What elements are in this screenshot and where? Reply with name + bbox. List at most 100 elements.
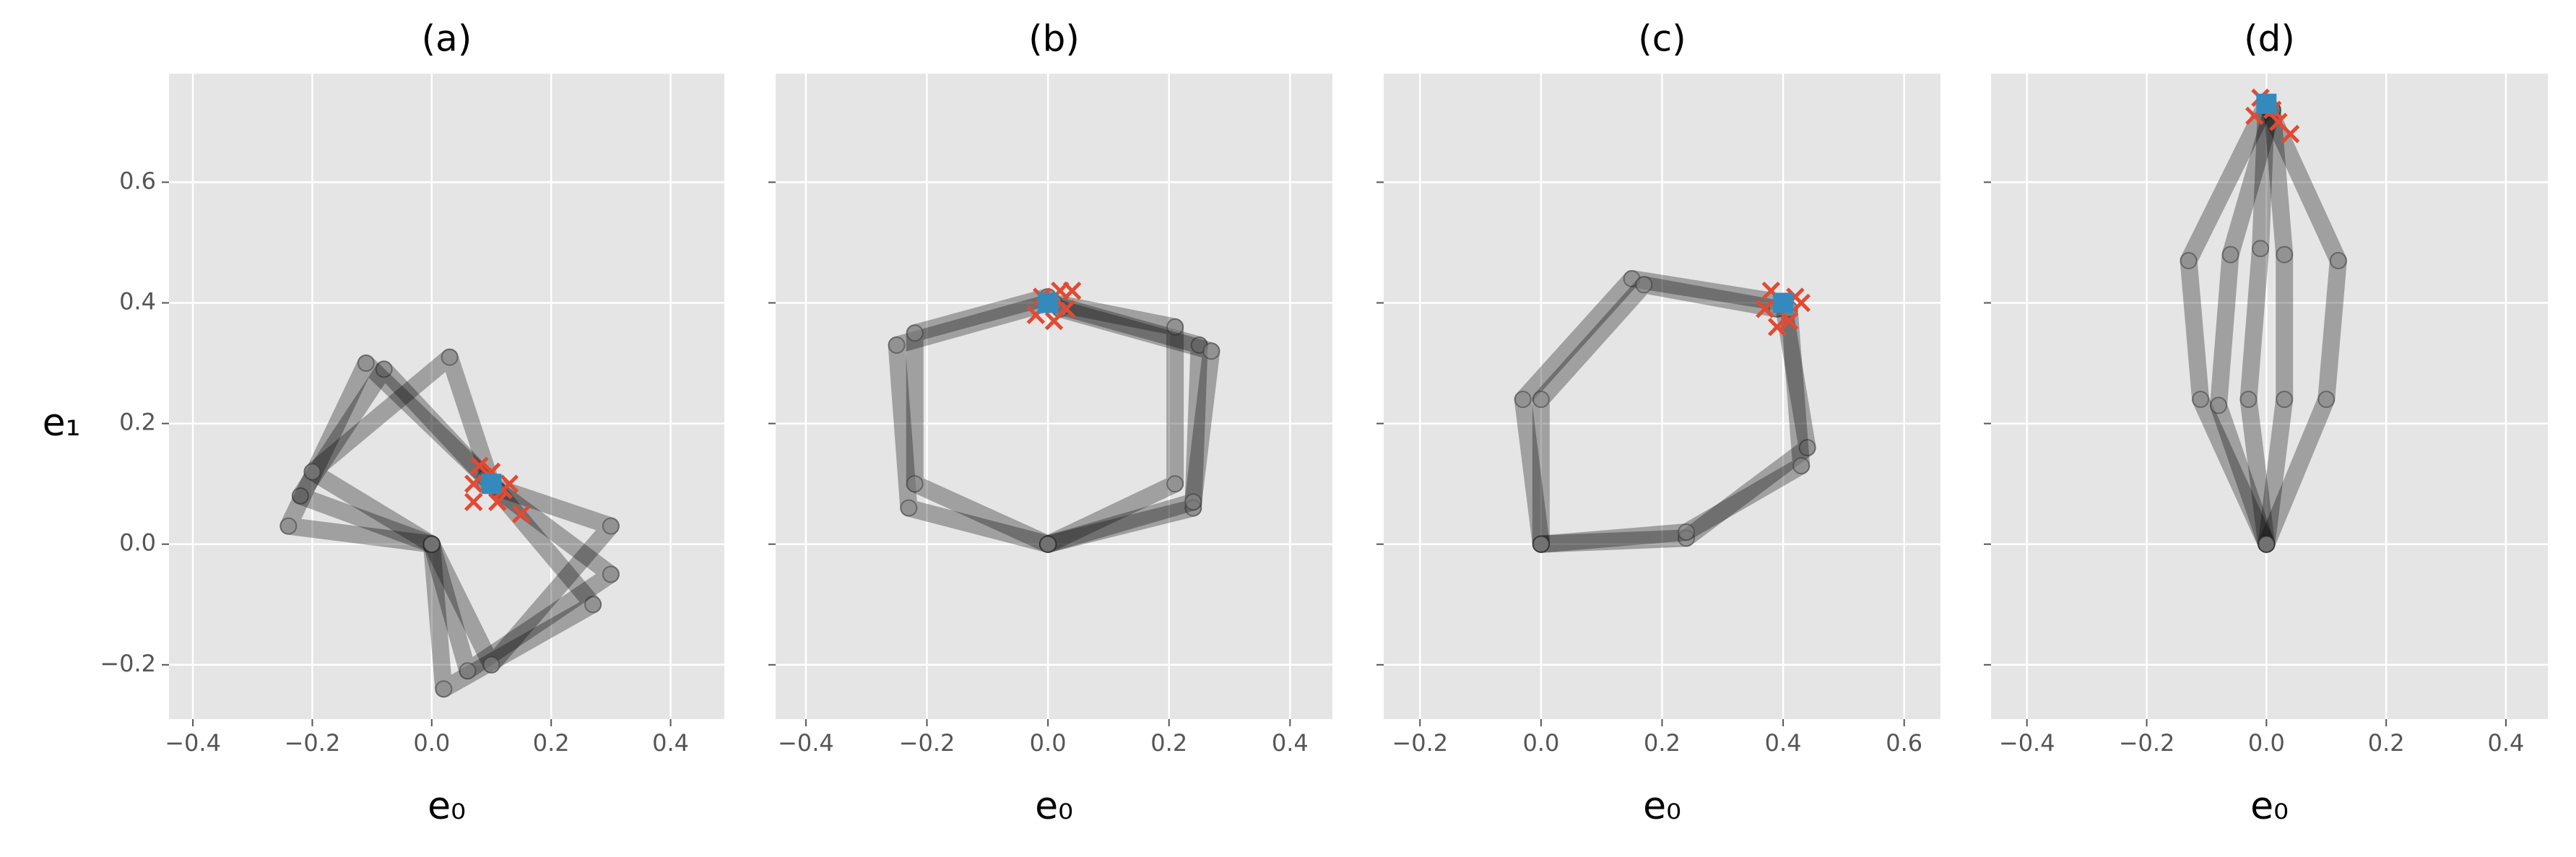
joint xyxy=(584,596,602,614)
joint xyxy=(900,499,918,517)
joint xyxy=(2317,391,2336,409)
plot xyxy=(1991,74,2548,719)
joint xyxy=(602,517,620,535)
arm xyxy=(422,475,602,698)
x-tick-label: 0.0 xyxy=(2248,729,2285,757)
joint xyxy=(2329,252,2347,270)
arm xyxy=(1532,294,1816,553)
joint xyxy=(2192,391,2210,409)
joint xyxy=(1184,493,1202,511)
arm xyxy=(2258,101,2294,553)
target xyxy=(470,456,489,475)
joint xyxy=(357,354,375,373)
arm xyxy=(2210,101,2281,553)
y-axis-label: e₁ xyxy=(43,401,81,445)
joint xyxy=(303,463,321,481)
arm xyxy=(279,354,495,553)
joint xyxy=(2258,535,2276,553)
arm xyxy=(2239,95,2276,553)
x-tick-label: −0.2 xyxy=(899,729,955,757)
x-tick-label: −0.4 xyxy=(165,729,221,757)
x-tick-label: 0.0 xyxy=(413,729,450,757)
goal xyxy=(2256,93,2277,114)
arm xyxy=(888,294,1057,553)
joint xyxy=(2221,245,2239,264)
y-tick-label: 0.2 xyxy=(119,409,156,436)
target xyxy=(1779,311,1799,331)
joint xyxy=(906,324,924,342)
joint xyxy=(602,565,620,583)
joint xyxy=(1039,535,1057,553)
joint xyxy=(441,348,459,366)
x-axis-label: e₀ xyxy=(428,785,466,828)
arm xyxy=(303,348,500,553)
arm xyxy=(1039,300,1220,553)
x-tick-label: 0.2 xyxy=(533,729,570,757)
x-tick-label: 0.6 xyxy=(1886,729,1922,757)
target xyxy=(464,492,483,511)
target xyxy=(1062,282,1082,300)
goal xyxy=(1773,292,1794,313)
joint xyxy=(1166,318,1184,336)
plot xyxy=(1384,74,1940,719)
chart-title: (c) xyxy=(1638,18,1686,60)
target xyxy=(464,474,483,493)
arm xyxy=(1039,294,1208,553)
joint xyxy=(459,662,477,680)
y-tick-label: 0.6 xyxy=(119,167,156,194)
target xyxy=(1756,300,1774,318)
x-tick-label: −0.4 xyxy=(1999,729,2055,757)
x-tick-label: 0.0 xyxy=(1030,729,1067,757)
arm xyxy=(1532,300,1810,553)
joint xyxy=(1792,457,1810,475)
x-tick-label: −0.2 xyxy=(285,729,341,757)
joint xyxy=(2252,240,2270,258)
joint xyxy=(2180,252,2198,270)
y-tick-label: 0.4 xyxy=(119,287,156,315)
joint xyxy=(1514,391,1532,409)
x-tick-label: 0.2 xyxy=(1150,729,1187,757)
arm xyxy=(291,360,500,553)
plot-area xyxy=(1991,74,2548,719)
x-axis-label: e₀ xyxy=(2250,785,2289,828)
x-tick-label: 0.2 xyxy=(1644,729,1681,757)
plot xyxy=(776,74,1332,719)
joint xyxy=(2276,391,2294,409)
arm xyxy=(422,481,620,680)
target xyxy=(2281,124,2300,144)
y-tick-label: 0.0 xyxy=(119,529,156,557)
joint xyxy=(291,487,309,505)
arm xyxy=(1532,276,1786,553)
x-tick-label: −0.2 xyxy=(1392,729,1448,757)
target xyxy=(488,492,507,511)
joint xyxy=(906,475,924,493)
x-tick-label: 0.4 xyxy=(1272,729,1309,757)
arm xyxy=(2180,95,2276,553)
x-axis-label: e₀ xyxy=(1643,785,1681,828)
joint xyxy=(1166,475,1184,493)
chart-title: (b) xyxy=(1028,18,1080,60)
joint xyxy=(2210,396,2228,414)
joint xyxy=(1532,391,1550,409)
joint xyxy=(1532,535,1550,553)
x-tick-label: 0.4 xyxy=(652,729,689,757)
plot-area xyxy=(776,74,1332,719)
target xyxy=(1044,311,1064,331)
joint xyxy=(279,517,298,535)
x-axis-label: e₀ xyxy=(1035,785,1073,828)
x-tick-label: 0.4 xyxy=(2488,729,2525,757)
x-tick-label: −0.2 xyxy=(2119,729,2175,757)
x-tick-label: 0.2 xyxy=(2368,729,2405,757)
joint xyxy=(482,656,500,674)
goal xyxy=(481,474,502,495)
target xyxy=(512,505,531,523)
goal xyxy=(1038,292,1059,313)
arm xyxy=(1039,294,1184,553)
joint xyxy=(2239,391,2258,409)
joint xyxy=(1798,439,1816,457)
joint xyxy=(888,336,906,354)
joint xyxy=(2276,245,2294,264)
arm xyxy=(1514,270,1792,553)
